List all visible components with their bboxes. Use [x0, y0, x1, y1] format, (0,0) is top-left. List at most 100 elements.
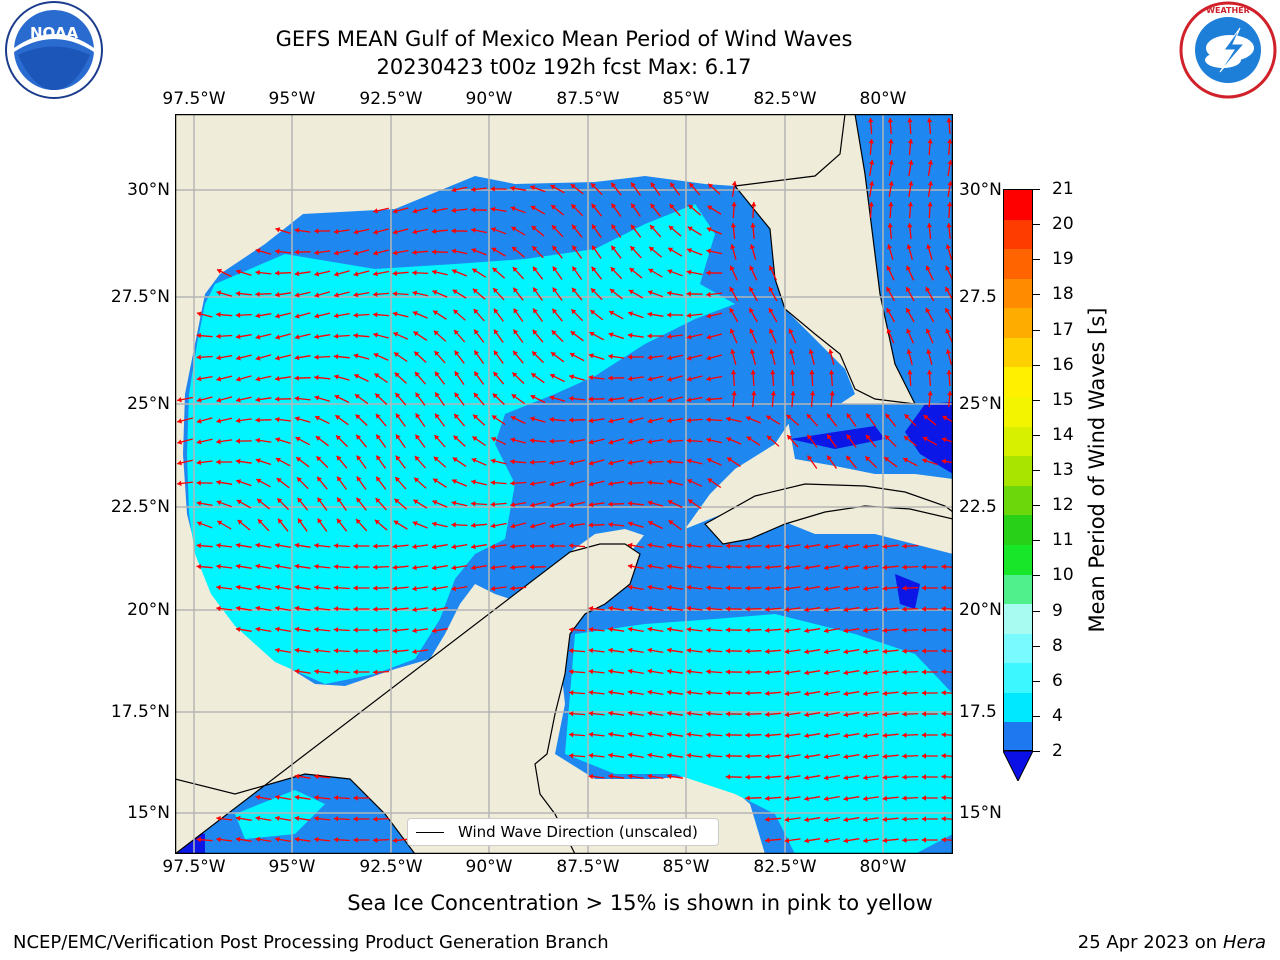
wind-wave-arrow	[412, 627, 429, 634]
colorbar-tick-mark	[1033, 294, 1040, 296]
wind-wave-arrow	[903, 435, 917, 447]
wind-wave-arrow	[666, 290, 684, 297]
wind-wave-arrow	[921, 711, 938, 717]
wind-wave-arrow	[255, 333, 272, 340]
wind-wave-arrow	[591, 203, 603, 217]
wind-wave-arrow	[647, 311, 664, 317]
wind-wave-arrow	[375, 455, 387, 469]
footer-host: Hera	[1222, 932, 1266, 953]
wind-wave-arrow	[353, 374, 369, 382]
wind-wave-arrow	[706, 753, 723, 759]
lon-tick-label: 82.5°W	[753, 857, 817, 877]
colorbar-tick-mark	[1033, 434, 1040, 436]
wind-wave-arrow	[531, 350, 544, 364]
wind-wave-arrow	[414, 392, 426, 406]
wind-wave-arrow	[706, 732, 723, 738]
map-canvas	[174, 113, 954, 855]
wind-wave-arrow	[745, 543, 762, 549]
wind-wave-arrow	[454, 392, 465, 406]
wind-wave-arrow	[647, 584, 664, 591]
wind-wave-arrow	[922, 436, 938, 446]
wind-wave-arrow	[686, 584, 703, 591]
wind-wave-arrow	[216, 396, 233, 403]
wind-wave-arrow	[353, 291, 370, 298]
wind-wave-arrow	[902, 732, 919, 738]
wind-wave-arrow	[333, 333, 350, 339]
wind-wave-arrow	[745, 711, 762, 717]
wind-wave-arrow	[768, 307, 778, 323]
wind-wave-arrow	[846, 434, 857, 448]
wind-wave-arrow	[746, 436, 761, 446]
colorbar-tick-mark	[1033, 399, 1040, 401]
wind-wave-arrow	[745, 690, 762, 696]
wind-wave-arrow	[470, 207, 488, 213]
wind-wave-arrow	[667, 752, 683, 759]
wind-wave-arrow	[453, 413, 466, 427]
wind-wave-arrow	[745, 732, 762, 738]
wind-wave-arrow	[608, 647, 625, 654]
lon-tick-label: 97.5°W	[162, 857, 226, 877]
wind-wave-arrow	[941, 669, 953, 675]
colorbar-segment	[1004, 604, 1032, 635]
wind-wave-arrow	[374, 372, 388, 384]
wind-wave-arrow	[725, 711, 742, 717]
wind-wave-arrow	[392, 291, 409, 297]
lat-tick-label: 27.5°N	[110, 287, 170, 307]
wind-wave-arrow	[549, 416, 566, 423]
wind-wave-arrow	[921, 669, 938, 675]
wind-wave-arrow	[647, 375, 664, 382]
wind-wave-arrow	[511, 246, 525, 258]
wind-wave-arrow	[216, 268, 232, 278]
wind-wave-arrow	[568, 627, 586, 633]
wind-wave-arrow	[275, 457, 291, 467]
wind-wave-arrow	[336, 497, 347, 511]
wind-wave-arrow	[571, 266, 583, 280]
wind-wave-arrow	[274, 836, 292, 843]
wind-wave-arrow	[784, 732, 801, 739]
wind-wave-arrow	[902, 564, 919, 570]
wind-wave-arrow	[216, 333, 233, 339]
wind-wave-arrow	[843, 607, 860, 613]
lat-tick-label: 17.5°N	[110, 702, 170, 722]
wind-wave-arrow	[729, 286, 739, 302]
wind-wave-arrow	[745, 627, 762, 633]
wind-wave-arrow	[906, 349, 913, 365]
wind-wave-arrow	[784, 585, 801, 592]
wind-wave-arrow	[906, 328, 914, 344]
wind-wave-arrow	[216, 584, 233, 591]
wind-wave-arrow	[551, 245, 563, 259]
wind-wave-arrow	[235, 290, 252, 297]
wind-wave-arrow	[314, 794, 331, 801]
wind-wave-arrow	[432, 478, 447, 488]
wind-wave-arrow	[511, 393, 526, 405]
wind-wave-arrow	[412, 564, 429, 571]
wind-wave-arrow	[865, 413, 877, 427]
wind-wave-arrow	[686, 312, 703, 319]
wind-wave-arrow	[433, 456, 447, 468]
colorbar-tick-mark	[1033, 715, 1040, 717]
wind-wave-arrow	[749, 265, 758, 281]
wind-wave-arrow	[725, 606, 742, 612]
wind-wave-arrow	[804, 586, 821, 592]
wind-wave-arrow	[688, 204, 702, 216]
wind-wave-arrow	[532, 287, 543, 301]
wind-wave-arrow	[490, 501, 507, 507]
wind-wave-arrow	[394, 476, 407, 490]
wind-wave-arrow	[216, 500, 232, 508]
wind-wave-arrow	[647, 290, 664, 298]
wind-wave-arrow	[431, 628, 448, 634]
wind-wave-arrow	[725, 774, 742, 780]
wind-wave-arrow	[804, 712, 821, 718]
wind-wave-arrow	[941, 690, 953, 696]
wind-wave-arrow	[823, 690, 840, 697]
wind-wave-arrow	[843, 544, 860, 550]
wind-wave-arrow	[863, 774, 879, 781]
wind-wave-arrow	[431, 586, 448, 592]
wind-wave-arrow	[726, 437, 742, 445]
wind-wave-arrow	[333, 648, 350, 654]
wind-wave-arrow	[608, 396, 625, 403]
wind-wave-arrow	[686, 417, 703, 423]
wind-wave-arrow	[333, 291, 350, 298]
lat-tick-label: 22.5	[959, 497, 997, 517]
wind-wave-arrow	[512, 350, 524, 364]
